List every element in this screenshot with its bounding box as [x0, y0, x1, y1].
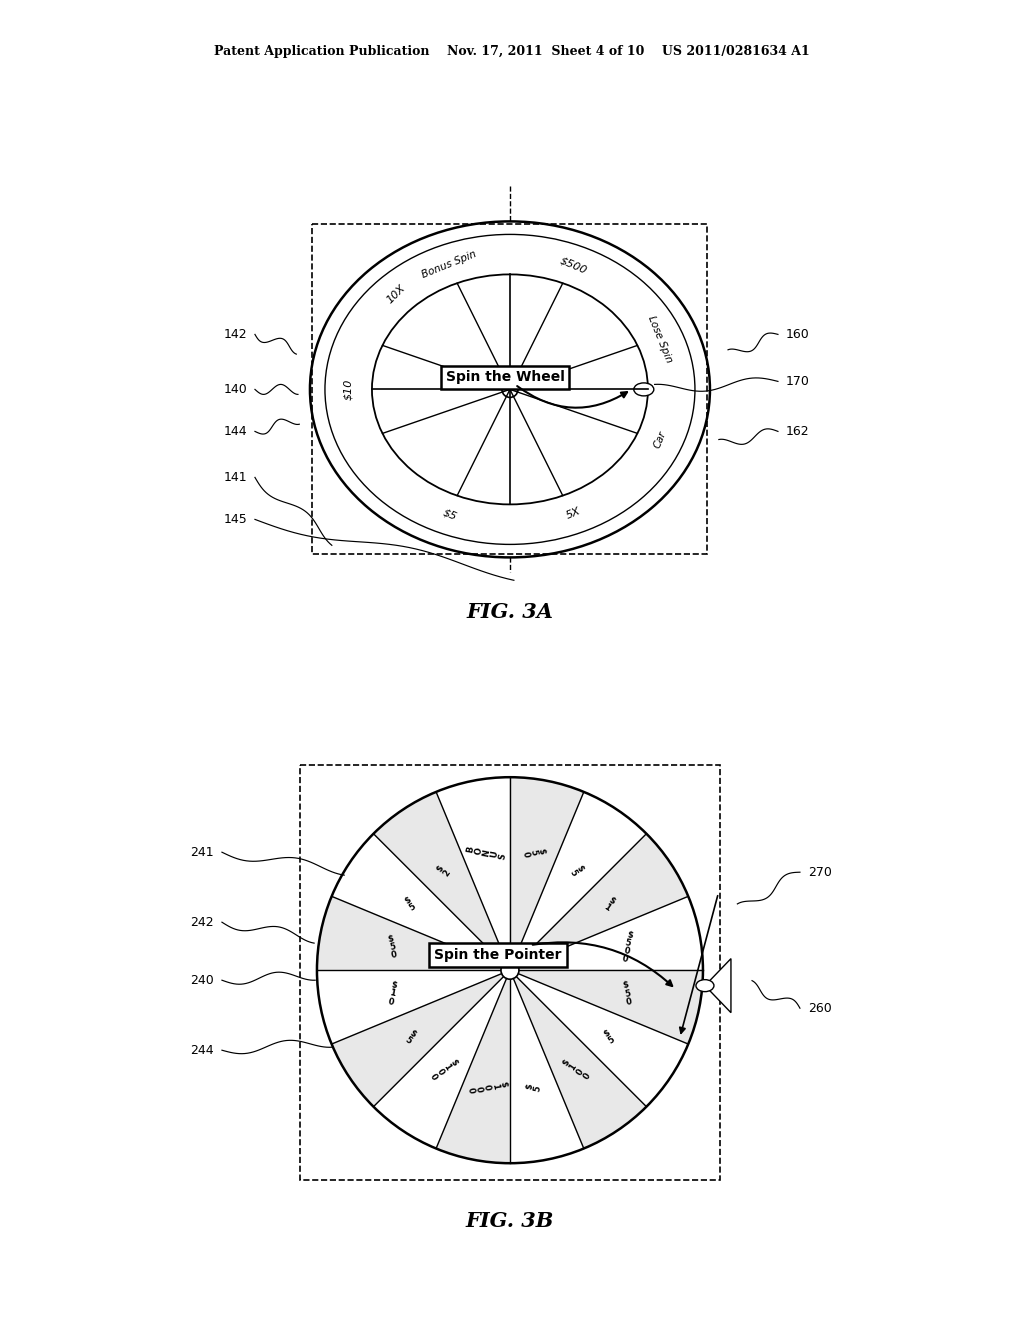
Text: $
5: $ 5: [403, 1028, 418, 1045]
Text: 141: 141: [223, 471, 247, 484]
Text: $
1: $ 1: [602, 895, 616, 912]
Text: Bonus Spin: Bonus Spin: [421, 248, 478, 280]
Text: $
1
0
0
0: $ 1 0 0 0: [465, 1081, 508, 1094]
Text: FIG. 3B: FIG. 3B: [466, 1212, 554, 1232]
Text: 10X: 10X: [384, 282, 407, 305]
Text: $
1
0: $ 1 0: [387, 981, 398, 1007]
Polygon shape: [374, 792, 510, 970]
Text: 242: 242: [190, 916, 214, 929]
Polygon shape: [705, 958, 731, 1012]
Text: 270: 270: [808, 866, 831, 879]
Polygon shape: [436, 970, 510, 1163]
Text: Spin the Pointer: Spin the Pointer: [434, 948, 562, 962]
Text: 160: 160: [786, 327, 810, 341]
Text: 260: 260: [808, 1002, 831, 1015]
Text: $
5: $ 5: [403, 895, 418, 912]
Text: Spin the Wheel: Spin the Wheel: [445, 371, 564, 384]
Text: Patent Application Publication    Nov. 17, 2011  Sheet 4 of 10    US 2011/028163: Patent Application Publication Nov. 17, …: [214, 45, 810, 58]
Polygon shape: [510, 834, 688, 970]
Bar: [312, 224, 707, 554]
Text: Car: Car: [651, 430, 668, 450]
Text: $500: $500: [558, 255, 588, 276]
Text: 170: 170: [786, 375, 810, 388]
Polygon shape: [510, 970, 646, 1148]
Text: 240: 240: [190, 974, 214, 986]
Ellipse shape: [634, 383, 653, 396]
Text: $
5
0: $ 5 0: [520, 847, 547, 858]
Polygon shape: [332, 970, 510, 1106]
Polygon shape: [510, 970, 702, 1044]
Text: 142: 142: [223, 327, 247, 341]
Text: $
5: $ 5: [602, 1028, 616, 1045]
Text: $
2: $ 2: [434, 863, 453, 878]
Text: 145: 145: [223, 513, 247, 525]
Text: $
5
0: $ 5 0: [622, 981, 633, 1007]
Text: $5: $5: [441, 507, 458, 521]
Text: 144: 144: [223, 425, 247, 438]
Circle shape: [502, 381, 518, 397]
Text: 140: 140: [223, 383, 247, 396]
Ellipse shape: [696, 979, 714, 991]
Text: $
1
0
0: $ 1 0 0: [428, 1057, 459, 1081]
Text: $
1
0
0: $ 1 0 0: [561, 1057, 592, 1081]
Text: FIG. 3A: FIG. 3A: [467, 602, 553, 623]
Text: 241: 241: [190, 846, 214, 859]
Bar: [300, 766, 720, 1180]
Text: $
5
0
0: $ 5 0 0: [622, 929, 634, 964]
Polygon shape: [317, 896, 510, 970]
Text: $
5
0: $ 5 0: [387, 933, 398, 960]
Text: B
O
N
U
S: B O N U S: [465, 845, 508, 861]
Polygon shape: [510, 777, 584, 970]
Text: $
5: $ 5: [524, 1082, 543, 1092]
Text: 5X: 5X: [564, 506, 582, 521]
Text: Lose Spin: Lose Spin: [646, 314, 674, 364]
Text: $10: $10: [343, 379, 353, 400]
Circle shape: [501, 961, 519, 979]
Text: 244: 244: [190, 1044, 214, 1057]
Text: 162: 162: [786, 425, 810, 438]
Text: $
5: $ 5: [567, 863, 586, 878]
